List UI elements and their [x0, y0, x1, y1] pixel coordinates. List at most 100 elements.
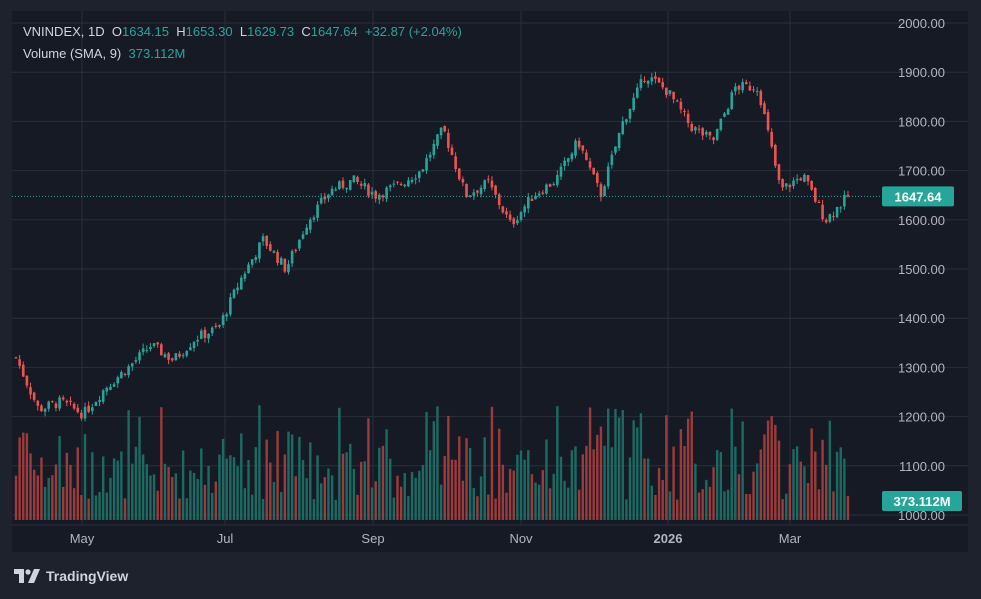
- candle-body: [432, 143, 436, 156]
- symbol-name[interactable]: VNINDEX: [23, 24, 81, 39]
- volume-bar: [799, 461, 802, 520]
- volume-bar: [80, 495, 83, 520]
- chart-panel[interactable]: [12, 11, 968, 552]
- candle-body: [359, 183, 363, 186]
- volume-bar: [207, 465, 210, 520]
- candle-body: [465, 183, 468, 198]
- volume-bar: [450, 459, 454, 520]
- candle-body: [101, 390, 105, 402]
- volume-bar: [683, 446, 686, 520]
- volume-bar: [323, 477, 327, 520]
- time-axis[interactable]: May Jul Sep Nov 2026 Mar: [70, 531, 802, 546]
- candle-body: [334, 189, 338, 191]
- volume-bar: [650, 485, 654, 520]
- candle-body: [621, 121, 625, 135]
- candle-body: [461, 179, 465, 183]
- volume-bar: [483, 437, 486, 520]
- candle-body: [167, 353, 170, 360]
- volume-bar: [254, 447, 257, 520]
- candle-body: [654, 76, 657, 79]
- volume-bar: [243, 488, 247, 520]
- volume-bar: [134, 446, 138, 520]
- volume-bar: [87, 498, 90, 520]
- candle-body: [806, 175, 810, 182]
- candle-body: [505, 211, 508, 215]
- volume-bar: [654, 494, 657, 520]
- volume-bar: [545, 439, 548, 520]
- candle-body: [65, 400, 69, 403]
- open-label: O: [111, 24, 123, 39]
- volume-bar: [803, 466, 806, 520]
- candle-body: [250, 259, 254, 265]
- candle-body: [116, 377, 120, 384]
- y-tick-label: 2000.00: [898, 16, 945, 31]
- candle-body: [370, 191, 374, 195]
- candle-body: [523, 206, 526, 213]
- candle-body: [592, 167, 595, 175]
- volume-bar: [690, 411, 693, 520]
- candle-body: [781, 179, 784, 188]
- candle-body: [617, 132, 621, 149]
- volume-bar: [537, 484, 541, 520]
- candle-body: [792, 180, 795, 187]
- volume-bar: [759, 449, 763, 520]
- candle-body: [675, 100, 679, 102]
- volume-bar: [367, 418, 370, 520]
- candle-body: [548, 184, 552, 187]
- volume-bar: [588, 407, 592, 520]
- candle-body: [643, 80, 646, 82]
- volume-bar: [341, 453, 345, 520]
- volume-bar: [763, 434, 766, 520]
- volume-bar: [741, 421, 744, 520]
- candle-body: [672, 91, 675, 100]
- volume-bar: [98, 491, 101, 520]
- volume-bar: [301, 459, 305, 520]
- candle-body: [752, 89, 755, 91]
- candle-body: [534, 195, 537, 200]
- candle-body: [625, 119, 628, 123]
- candle-body: [221, 315, 225, 325]
- price-axis[interactable]: 2000.00 1900.00 1800.00 1700.00 1600.00 1500.…: [882, 16, 962, 523]
- volume-bar: [396, 475, 399, 520]
- volume-bar: [265, 439, 268, 520]
- candle-body: [712, 137, 715, 141]
- volume-bar: [236, 466, 239, 520]
- candle-body: [661, 82, 665, 88]
- volume-bar: [189, 470, 192, 520]
- candle-body: [109, 386, 112, 390]
- candle-body: [457, 168, 461, 180]
- candle-body: [261, 236, 265, 242]
- candle-body: [232, 289, 236, 298]
- candle-body: [436, 134, 439, 146]
- candle-body: [76, 407, 80, 413]
- candle-body: [83, 406, 87, 419]
- interval-label[interactable]: 1D: [88, 24, 105, 39]
- volume-bar: [432, 421, 436, 520]
- candle-body: [668, 90, 672, 94]
- volume-bar: [788, 464, 792, 520]
- candle-body: [835, 206, 839, 218]
- brand-name: TradingView: [46, 568, 129, 584]
- volume-bar: [668, 491, 672, 520]
- volume-bar: [541, 470, 545, 520]
- volume-bar: [501, 464, 505, 520]
- candle-body: [301, 234, 305, 239]
- volume-bar: [356, 494, 359, 520]
- volume-bar: [330, 475, 334, 520]
- candle-body: [312, 217, 316, 220]
- volume-bar: [414, 477, 417, 520]
- volume-indicator-label[interactable]: Volume (SMA, 9): [23, 46, 122, 61]
- x-tick-label: Mar: [779, 531, 802, 546]
- tradingview-logo[interactable]: TradingView: [14, 568, 128, 584]
- volume-bar: [512, 470, 515, 520]
- candle-body: [363, 183, 367, 187]
- candle-body: [196, 340, 199, 342]
- x-tick-label: Sep: [361, 531, 384, 546]
- volume-bar: [516, 454, 519, 520]
- candle-body: [614, 146, 617, 153]
- candle-body: [774, 144, 777, 166]
- candle-body: [367, 184, 370, 196]
- candle-body: [149, 346, 152, 349]
- candle-body: [497, 194, 501, 206]
